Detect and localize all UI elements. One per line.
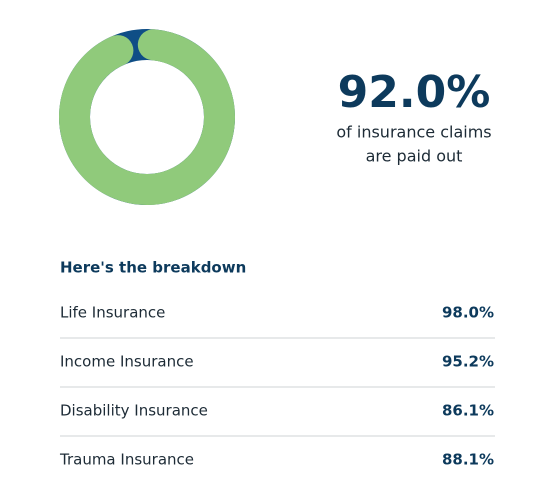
caption-line: of insurance claims xyxy=(336,123,491,142)
donut-arc xyxy=(59,29,235,205)
row-value: 88.1% xyxy=(442,451,494,469)
row-label: Income Insurance xyxy=(60,353,194,371)
row-value: 86.1% xyxy=(442,402,494,420)
headline-value: 92.0% xyxy=(338,67,491,118)
row-label: Trauma Insurance xyxy=(59,451,194,469)
row-label: Life Insurance xyxy=(60,304,165,322)
row-value: 98.0% xyxy=(442,304,494,322)
row-value: 95.2% xyxy=(442,353,494,371)
breakdown-title: Here's the breakdown xyxy=(60,259,246,277)
row-label: Disability Insurance xyxy=(60,402,208,420)
caption-line: are paid out xyxy=(366,147,463,166)
